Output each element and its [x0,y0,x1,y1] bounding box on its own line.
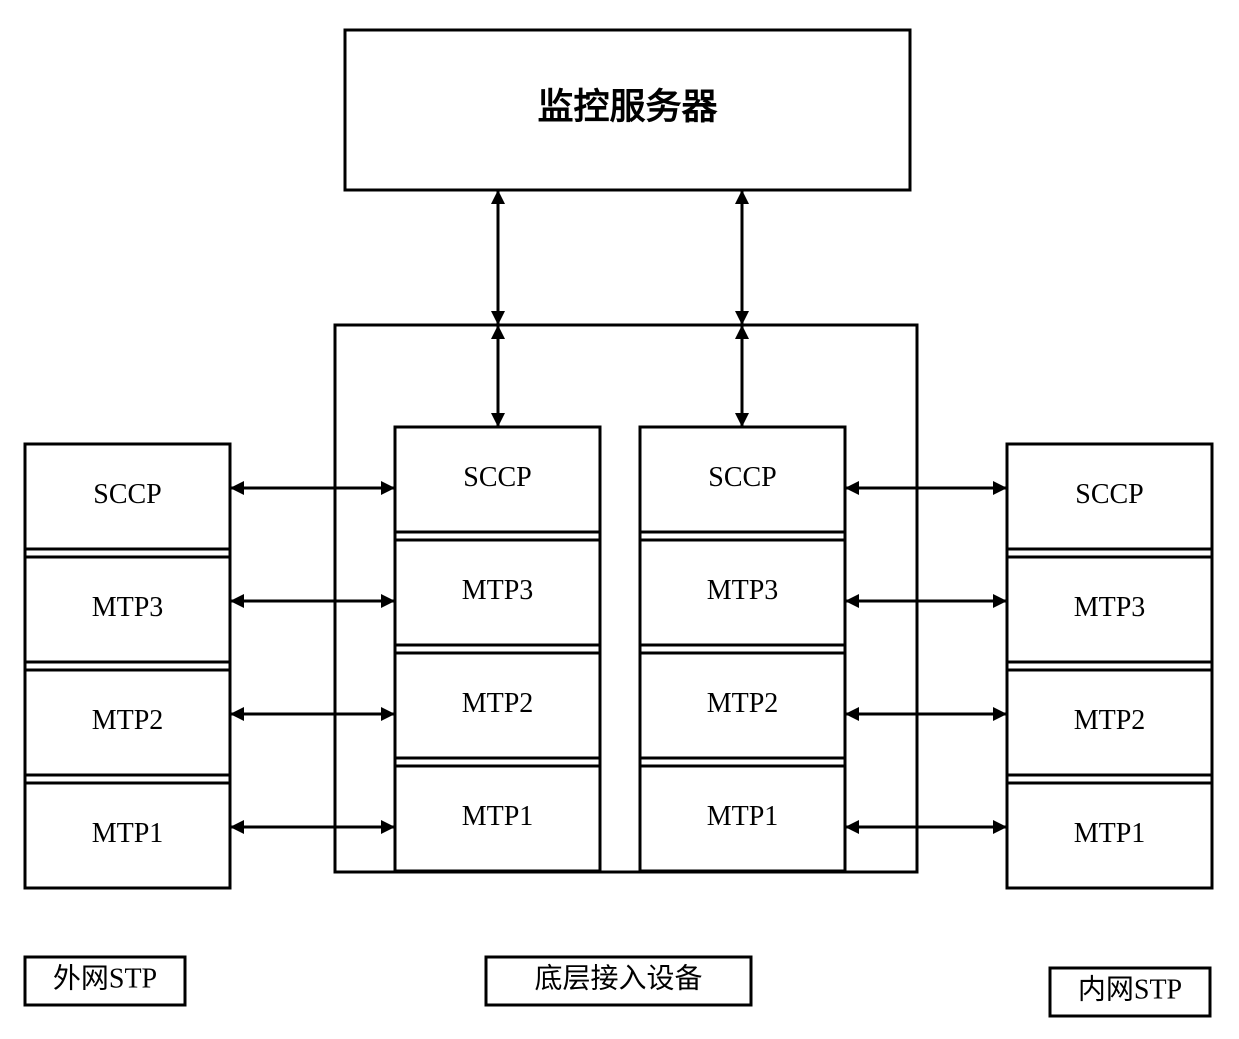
monitor-server-label: 监控服务器 [537,86,718,126]
access-left-stack-cell-label-mtp2: MTP2 [462,688,534,719]
h-arrow-1-mtp1 [845,820,1007,834]
h-arrow-1-sccp [845,481,1007,495]
diagram-root: 监控服务器 SCCP MTP3 MTP2 MTP1 SCCP MTP3 MTP2 MTP1 SCC… [0,0,1239,1039]
internal-stp-stack-cell-label-mtp2: MTP2 [1074,705,1146,736]
external-stp-stack-cell-label-mtp2: MTP2 [92,705,164,736]
external-stp-stack-cell-label-mtp3: MTP3 [92,592,164,623]
vertical-arrow-1 [735,190,749,325]
bottom-access-device-container [335,325,917,872]
access-left-stack-cell-label-mtp3: MTP3 [462,575,534,606]
h-arrow-0-mtp3 [230,594,395,608]
internal-stp-label-text: 内网STP [1078,973,1182,1005]
vertical-arrow-3 [735,325,749,427]
h-arrow-0-mtp1 [230,820,395,834]
access-left-stack-cell-label-mtp1: MTP1 [462,801,534,832]
external-stp-label-text: 外网STP [53,962,157,994]
access-right-stack-cell-label-mtp3: MTP3 [707,575,779,606]
external-stp-stack-cell-label-mtp1: MTP1 [92,818,164,849]
access-right-stack-cell-label-mtp1: MTP1 [707,801,779,832]
access-right-stack-cell-label-sccp: SCCP [708,462,777,493]
internal-stp-stack-cell-label-sccp: SCCP [1075,479,1144,510]
h-arrow-1-mtp2 [845,707,1007,721]
h-arrow-1-mtp3 [845,594,1007,608]
external-stp-stack-cell-label-sccp: SCCP [93,479,162,510]
access-left-stack-cell-label-sccp: SCCP [463,462,532,493]
vertical-arrow-2 [491,325,505,427]
access-device-label-text: 底层接入设备 [534,962,702,994]
access-right-stack-cell-label-mtp2: MTP2 [707,688,779,719]
internal-stp-stack-cell-label-mtp3: MTP3 [1074,592,1146,623]
h-arrow-0-sccp [230,481,395,495]
vertical-arrow-0 [491,190,505,325]
h-arrow-0-mtp2 [230,707,395,721]
internal-stp-stack-cell-label-mtp1: MTP1 [1074,818,1146,849]
